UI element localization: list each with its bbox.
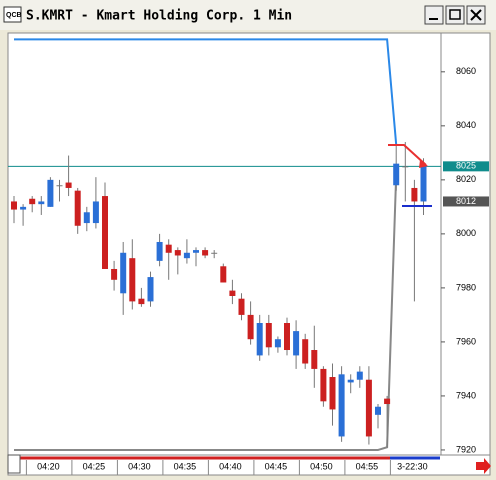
candle-body [320,368,327,402]
candle-body [393,163,400,186]
candle-body [65,182,72,188]
price-axis [440,32,491,456]
candle-body [411,187,418,202]
x-tick-label: 04:40 [219,461,242,471]
candle-body [38,201,45,205]
candle-body [29,198,36,205]
candle-body [365,379,372,437]
candle-body [338,374,345,437]
window-title: S.KMRT - Kmart Holding Corp. 1 Min [26,9,292,24]
overlay-line [14,38,398,145]
candle-body [229,290,236,296]
candle-body [120,252,127,294]
y-tick-label: 8040 [456,120,476,130]
candle-body [193,250,199,253]
x-tick-label: 04:20 [37,461,60,471]
x-tick-label: 04:25 [83,461,106,471]
candle-body [356,371,363,380]
candle-body [202,250,209,256]
candle-body [211,252,218,254]
y-tick-label: 8020 [456,174,476,184]
candle-body [20,206,27,210]
candle-body [265,323,272,348]
candle-body [375,406,381,415]
price-marker-label: 8025 [456,161,476,171]
candle-body [47,179,54,207]
candle-body [247,314,254,340]
candle-body [220,266,227,283]
candle-body [111,268,118,280]
candle-body [147,277,154,302]
trend-annotation [388,144,427,166]
candle-body [347,379,354,383]
minimize-button[interactable] [424,5,444,25]
scroll-arrow[interactable] [476,458,491,474]
candle-body [74,190,81,226]
candle-body [256,323,263,356]
candle-body [102,196,108,269]
y-tick-label: 7960 [456,336,476,346]
overlay-line [14,174,398,451]
candle-body [156,241,163,261]
candle-body [284,323,290,351]
candle-body [174,250,181,256]
candle-body [238,298,245,315]
y-tick-label: 7980 [456,282,476,292]
candle-body [83,212,90,224]
x-tick-label: 04:30 [128,461,151,471]
plot-area [7,32,442,456]
candle-body [56,185,63,187]
trend-arrowhead [419,160,428,168]
x-tick-label: 04:55 [356,461,379,471]
candle-body [384,398,391,405]
x-tick-label: 04:35 [174,461,197,471]
candle-body [274,339,281,348]
scroll-box[interactable] [7,454,21,474]
candle-body [420,166,427,202]
candle-body [92,201,99,224]
close-glyph [470,9,482,21]
candle-body [293,331,300,356]
candle-body [165,244,172,253]
price-marker [443,161,489,172]
x-tick-label: 3-22:30 [397,461,428,471]
x-tick-label: 04:50 [310,461,333,471]
candle-body [129,258,136,302]
candle-body [11,201,17,210]
candle-body [402,166,409,168]
candle-body [329,377,336,410]
maximize-button[interactable] [445,5,465,25]
candle-body [138,298,145,305]
maximize-glyph [449,9,461,20]
y-tick-label: 8060 [456,66,476,76]
app-icon [3,6,22,23]
app-icon-text: QCB [6,12,22,19]
candle-body [311,350,318,369]
price-marker-label: 8012 [456,196,476,206]
title-bar [0,0,496,30]
price-marker [443,196,489,207]
y-tick-label: 7920 [456,444,476,454]
candle-body [302,339,309,364]
candle-body [183,252,190,259]
window-buttons[interactable] [424,5,486,25]
x-tick-label: 04:45 [265,461,288,471]
y-tick-label: 7940 [456,390,476,400]
y-tick-label: 8000 [456,228,476,238]
